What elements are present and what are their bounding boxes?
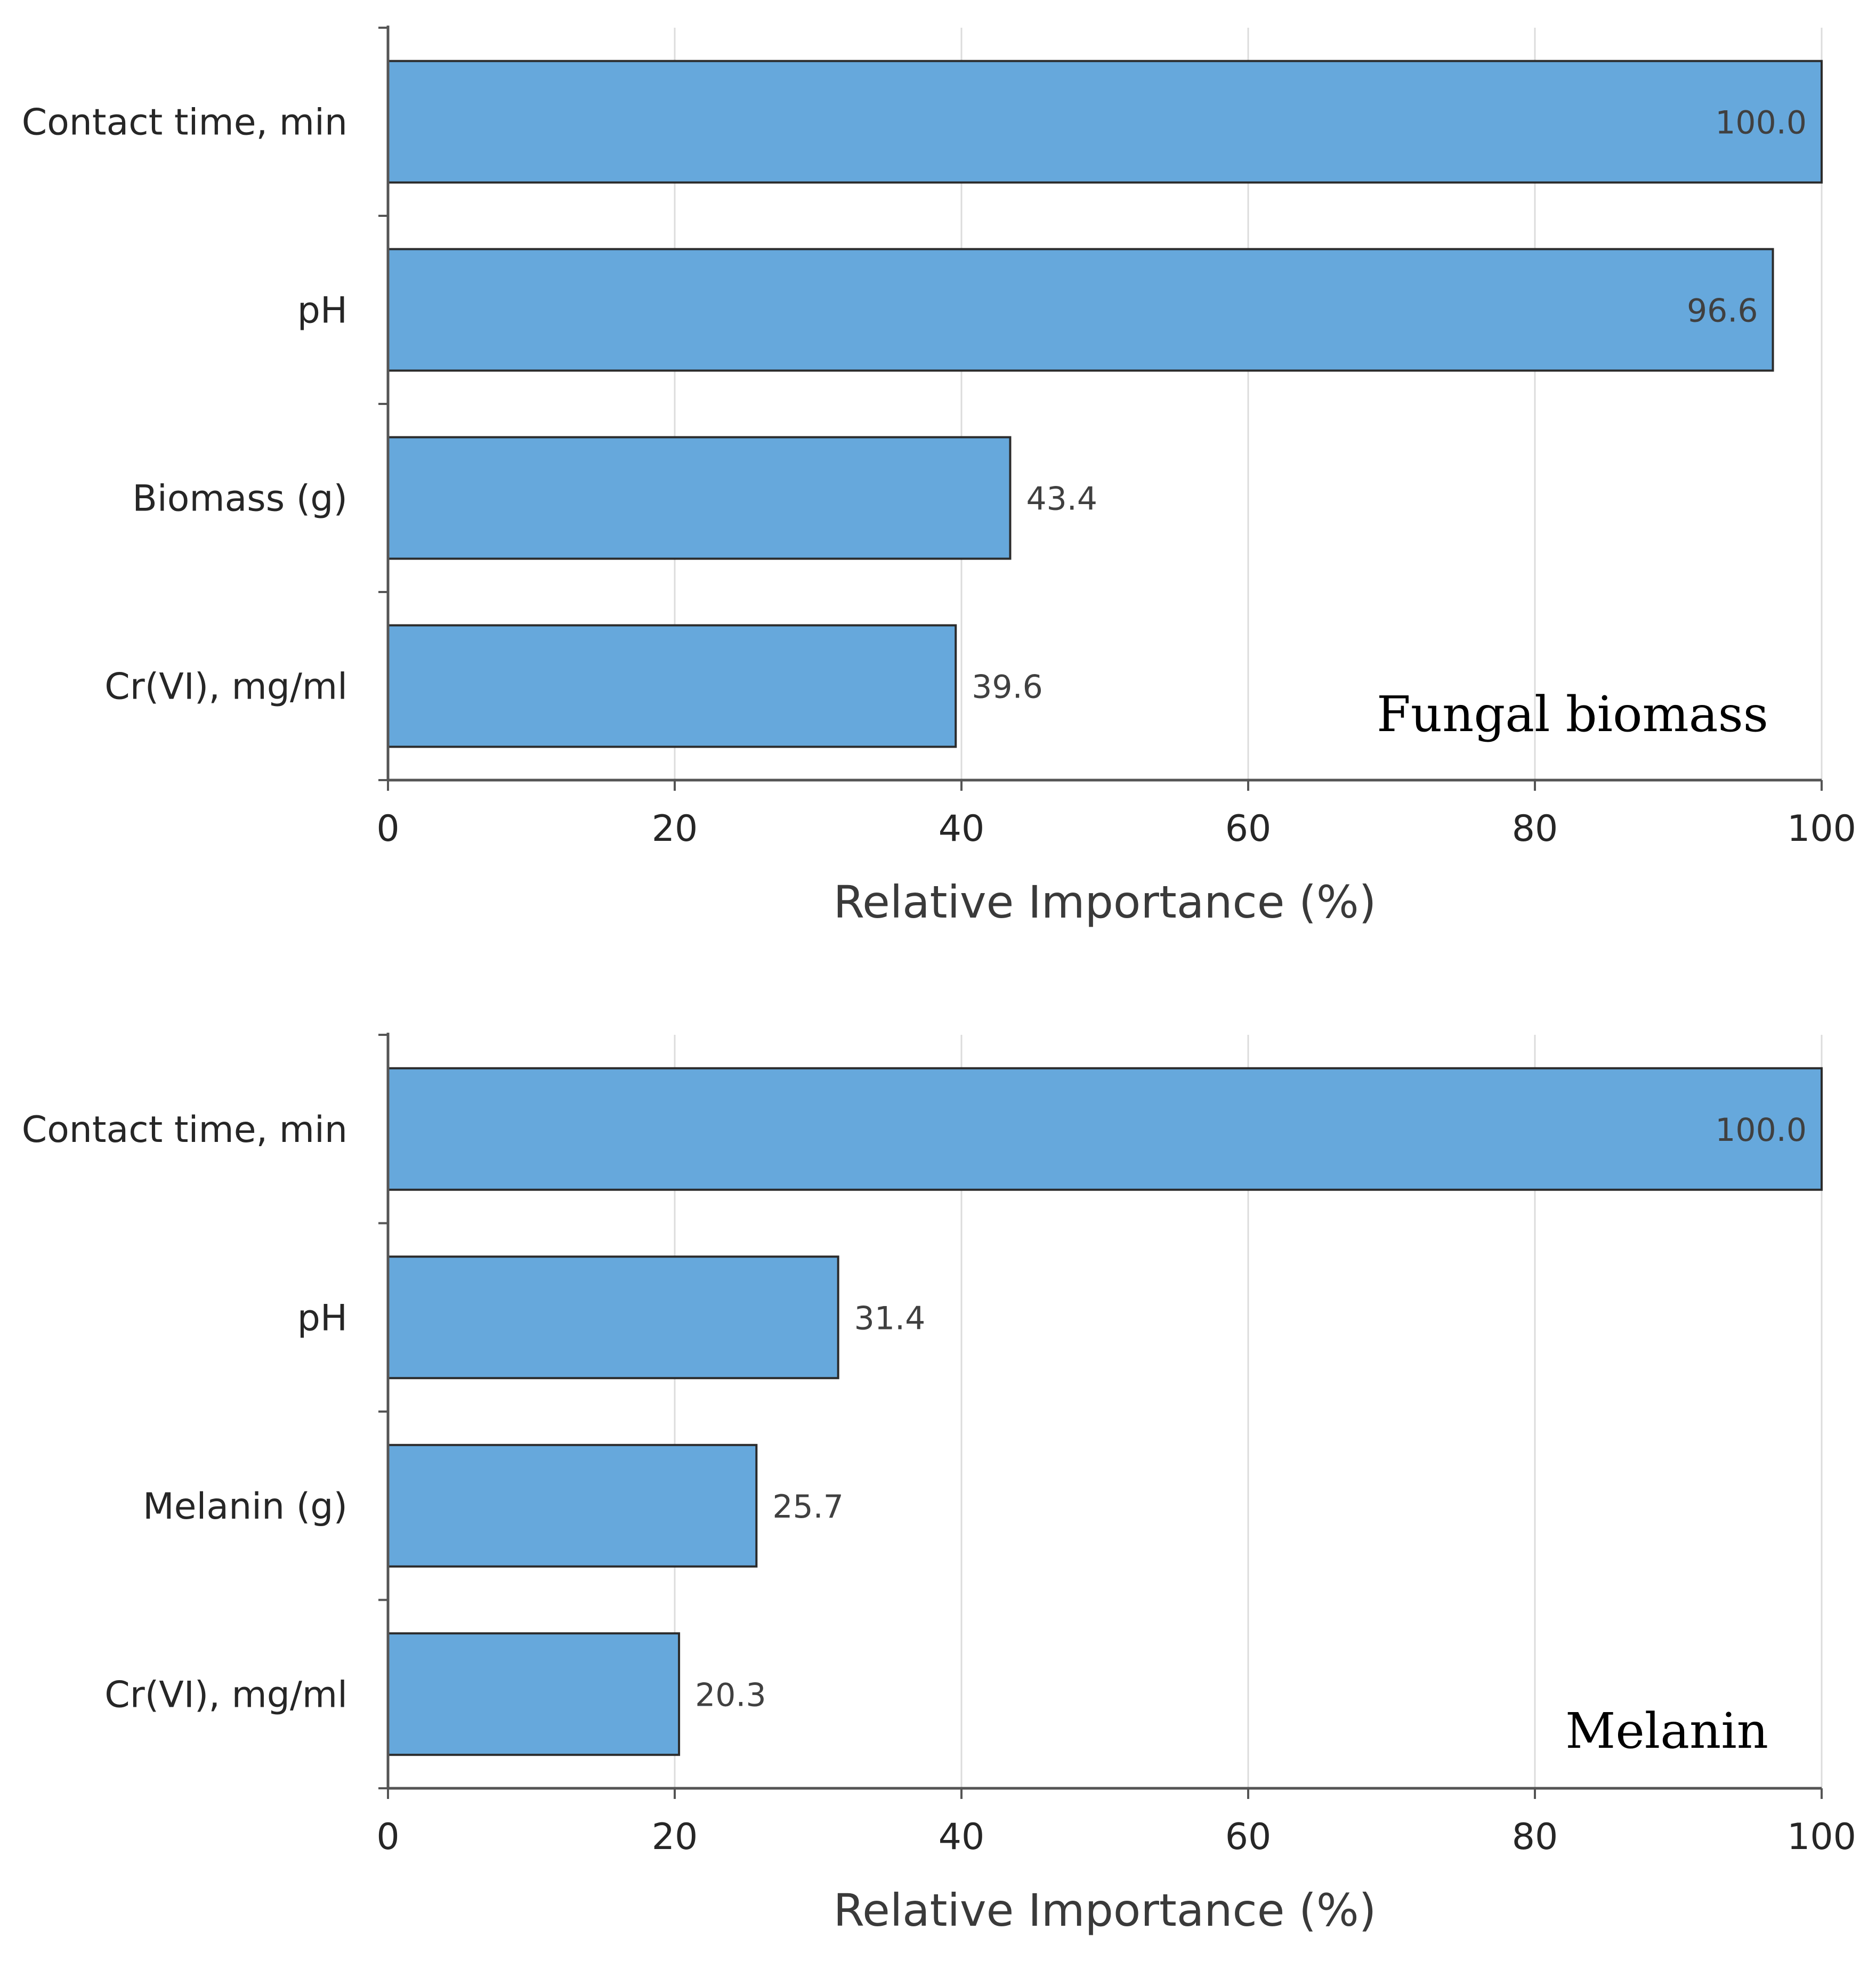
x-tick-label-20: 20 bbox=[652, 808, 698, 850]
category-label-ph: pH bbox=[297, 290, 347, 332]
value-label-cr-vi-mg-ml: 20.3 bbox=[695, 1676, 766, 1714]
chart-panel-melanin: Contact time, min 100.0 pH 31.4 Melanin (g) 2… bbox=[22, 1033, 1856, 1936]
bar-melanin-g bbox=[387, 1444, 758, 1568]
bar-contact-time-min bbox=[387, 60, 1823, 184]
category-label-cr-vi-mg-ml: Cr(VI), mg/ml bbox=[104, 666, 347, 708]
x-tick-label-100: 100 bbox=[1787, 1816, 1856, 1858]
bar-cr-vi-mg-ml bbox=[387, 624, 957, 748]
category-label-contact-time-min: Contact time, min bbox=[22, 102, 347, 144]
value-label-biomass-g: 43.4 bbox=[1026, 481, 1097, 518]
chart-panel-fungal-biomass: Contact time, min 100.0 pH 96.6 Biomass (g) 4… bbox=[22, 26, 1856, 928]
category-label-cr-vi-mg-ml: Cr(VI), mg/ml bbox=[104, 1674, 347, 1716]
x-axis-title: Relative Importance (%) bbox=[834, 876, 1377, 928]
x-axis-title: Relative Importance (%) bbox=[834, 1884, 1377, 1936]
panel-title: Fungal biomass bbox=[1377, 686, 1768, 743]
value-label-contact-time-min: 100.0 bbox=[1715, 104, 1807, 142]
x-tick-label-0: 0 bbox=[376, 808, 399, 850]
x-tick-label-60: 60 bbox=[1225, 1816, 1272, 1858]
value-label-melanin-g: 25.7 bbox=[772, 1488, 844, 1526]
category-label-ph: pH bbox=[297, 1297, 347, 1339]
x-tick-label-40: 40 bbox=[939, 808, 985, 850]
panel-title: Melanin bbox=[1565, 1702, 1768, 1760]
category-label-contact-time-min: Contact time, min bbox=[22, 1109, 347, 1151]
x-tick-label-0: 0 bbox=[376, 1816, 399, 1858]
bar-contact-time-min bbox=[387, 1067, 1823, 1191]
x-tick-label-80: 80 bbox=[1512, 808, 1558, 850]
x-tick-label-60: 60 bbox=[1225, 808, 1272, 850]
bar-ph bbox=[387, 1255, 839, 1380]
x-tick-label-40: 40 bbox=[939, 1816, 985, 1858]
value-label-contact-time-min: 100.0 bbox=[1715, 1112, 1807, 1149]
x-tick-label-80: 80 bbox=[1512, 1816, 1558, 1858]
category-label-biomass-g: Biomass (g) bbox=[132, 478, 347, 520]
value-label-ph: 96.6 bbox=[1687, 293, 1758, 330]
x-tick-label-100: 100 bbox=[1787, 808, 1856, 850]
value-label-cr-vi-mg-ml: 39.6 bbox=[972, 669, 1043, 706]
x-tick-label-20: 20 bbox=[652, 1816, 698, 1858]
bar-ph bbox=[387, 248, 1774, 372]
value-label-ph: 31.4 bbox=[854, 1300, 926, 1337]
bar-cr-vi-mg-ml bbox=[387, 1632, 681, 1756]
category-label-melanin-g: Melanin (g) bbox=[143, 1486, 347, 1528]
bar-biomass-g bbox=[387, 436, 1012, 560]
